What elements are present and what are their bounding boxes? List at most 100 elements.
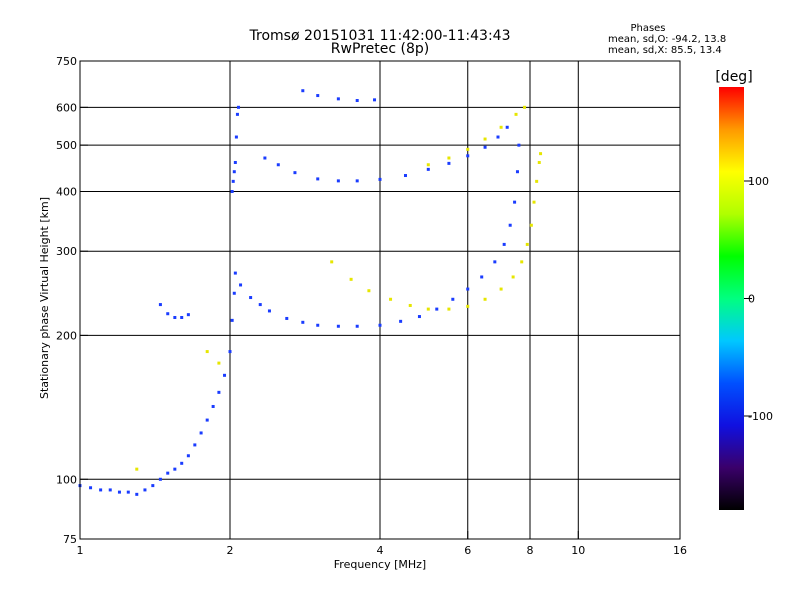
- data-point-x: [525, 242, 529, 246]
- data-point-x: [483, 137, 487, 141]
- data-point-o: [228, 350, 232, 354]
- x-axis-ticks: 1 2 4 6 8 10 16: [77, 531, 687, 557]
- data-point-o: [493, 260, 497, 264]
- data-point-x: [532, 200, 536, 204]
- colorbar-tick-label: 0: [748, 293, 755, 306]
- data-point-o: [267, 309, 271, 313]
- data-point-o: [239, 283, 243, 287]
- chart-title: Tromsø 20151031 11:42:00-11:43:43: [249, 28, 511, 44]
- data-point-o: [158, 303, 162, 307]
- data-point-x: [499, 125, 503, 129]
- data-point-o: [466, 287, 470, 291]
- data-point-x: [426, 163, 430, 167]
- data-point-o: [205, 418, 209, 422]
- data-point-o: [151, 484, 155, 488]
- data-point-o: [276, 163, 280, 167]
- data-point-x: [217, 361, 221, 365]
- data-point-x: [529, 223, 533, 227]
- data-point-o: [403, 174, 407, 178]
- colorbar-unit-label: [deg]: [715, 69, 752, 85]
- data-point-o: [232, 291, 236, 295]
- data-point-o: [435, 307, 439, 311]
- data-point-o: [301, 89, 305, 93]
- data-point-o: [232, 170, 236, 174]
- data-point-o: [126, 490, 130, 494]
- data-point-x: [447, 307, 451, 311]
- data-point-o: [223, 373, 227, 377]
- x-tick-label: 16: [673, 544, 687, 557]
- data-point-o: [285, 316, 289, 320]
- data-point-o: [231, 179, 235, 183]
- data-point-o: [186, 454, 190, 458]
- data-point-o: [117, 490, 121, 494]
- phase-stats-o: mean, sd,O: -94.2, 13.8: [608, 34, 726, 45]
- plot-grid: [80, 61, 680, 539]
- phase-stats-title: Phases: [630, 23, 665, 34]
- data-point-o: [466, 154, 470, 158]
- y-tick-label: 400: [56, 185, 77, 198]
- y-tick-label: 75: [63, 533, 77, 546]
- data-point-x: [499, 287, 503, 291]
- data-point-o: [355, 324, 359, 328]
- data-point-o: [89, 486, 93, 490]
- x-tick-label: 1: [77, 544, 84, 557]
- y-tick-label: 750: [56, 55, 77, 68]
- data-point-x: [389, 297, 393, 301]
- data-point-o: [496, 135, 500, 139]
- data-point-o: [230, 189, 234, 193]
- data-point-o: [399, 319, 403, 323]
- colorbar: [719, 87, 744, 510]
- data-point-o: [180, 461, 184, 465]
- y-axis-label: Stationary phase Virtual Height [km]: [38, 197, 51, 399]
- y-tick-label: 600: [56, 101, 77, 114]
- data-point-o: [234, 135, 238, 139]
- data-point-x: [523, 105, 527, 109]
- data-point-o: [355, 179, 359, 183]
- data-point-o: [316, 323, 320, 327]
- x-axis-label: Frequency [MHz]: [334, 558, 426, 571]
- data-point-x: [539, 152, 543, 156]
- data-point-o: [378, 323, 382, 327]
- data-point-o: [180, 315, 184, 319]
- data-point-o: [508, 223, 512, 227]
- data-point-o: [417, 315, 421, 319]
- y-tick-label: 500: [56, 139, 77, 152]
- data-point-o: [233, 271, 237, 275]
- data-point-o: [193, 443, 197, 447]
- data-point-o: [301, 320, 305, 324]
- data-point-o: [373, 98, 377, 102]
- data-point-x: [330, 260, 334, 264]
- data-point-o: [135, 492, 139, 496]
- colorbar-tick-label: 100: [748, 175, 769, 188]
- plot-points: [78, 89, 543, 496]
- x-tick-label: 8: [527, 544, 534, 557]
- data-point-o: [336, 324, 340, 328]
- data-point-x: [447, 156, 451, 160]
- data-point-o: [336, 179, 340, 183]
- data-point-x: [426, 307, 430, 311]
- data-point-x: [367, 289, 371, 293]
- data-point-x: [511, 275, 515, 279]
- x-tick-label: 4: [377, 544, 384, 557]
- data-point-x: [205, 350, 209, 354]
- data-point-x: [135, 467, 139, 471]
- data-point-o: [249, 296, 253, 300]
- x-tick-label: 10: [571, 544, 585, 557]
- data-point-o: [158, 477, 162, 481]
- data-point-o: [166, 312, 170, 316]
- data-point-o: [447, 161, 451, 165]
- data-point-x: [466, 304, 470, 308]
- data-point-o: [451, 297, 455, 301]
- data-point-o: [143, 488, 147, 492]
- data-point-o: [166, 471, 170, 475]
- data-point-o: [173, 315, 177, 319]
- data-point-o: [108, 488, 112, 492]
- data-point-o: [211, 404, 215, 408]
- data-point-x: [514, 112, 518, 116]
- data-point-x: [537, 160, 541, 164]
- y-axis-ticks: 75 100 200 300 400 500 600 750: [56, 55, 88, 546]
- y-tick-label: 300: [56, 245, 77, 258]
- phase-stats-x: mean, sd,X: 85.5, 13.4: [608, 45, 722, 56]
- data-point-o: [378, 177, 382, 181]
